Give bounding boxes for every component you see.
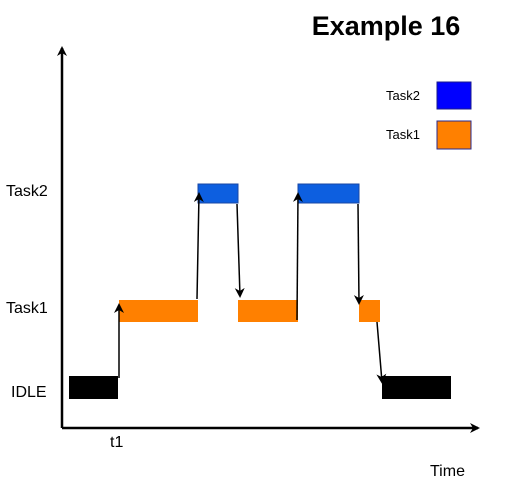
y-label-idle: IDLE xyxy=(11,384,47,401)
transition-arrow xyxy=(353,203,364,305)
task1-segment xyxy=(359,300,380,322)
y-label-task2: Task2 xyxy=(6,183,48,200)
idle-segment xyxy=(69,376,118,399)
legend-swatch-task1 xyxy=(436,120,472,150)
transition-arrow xyxy=(193,192,204,300)
x-label-t1: t1 xyxy=(110,434,123,451)
transition-arrow xyxy=(376,321,387,384)
legend-label-task1: Task1 xyxy=(386,127,420,142)
task1-segment xyxy=(238,300,298,322)
transition-arrow xyxy=(292,192,303,321)
task1-segment xyxy=(119,300,198,322)
legend-swatch-task2 xyxy=(436,81,472,110)
x-axis-title: Time xyxy=(430,463,465,480)
legend-label-task2: Task2 xyxy=(386,88,420,103)
idle-segment xyxy=(382,376,451,399)
diagram-title: Example 16 xyxy=(312,11,461,41)
task2-segment xyxy=(297,183,360,204)
y-label-task1: Task1 xyxy=(6,300,48,317)
task2-segment xyxy=(197,183,239,204)
legend: Task2 Task1 xyxy=(386,81,472,150)
transition-arrow xyxy=(234,203,245,298)
